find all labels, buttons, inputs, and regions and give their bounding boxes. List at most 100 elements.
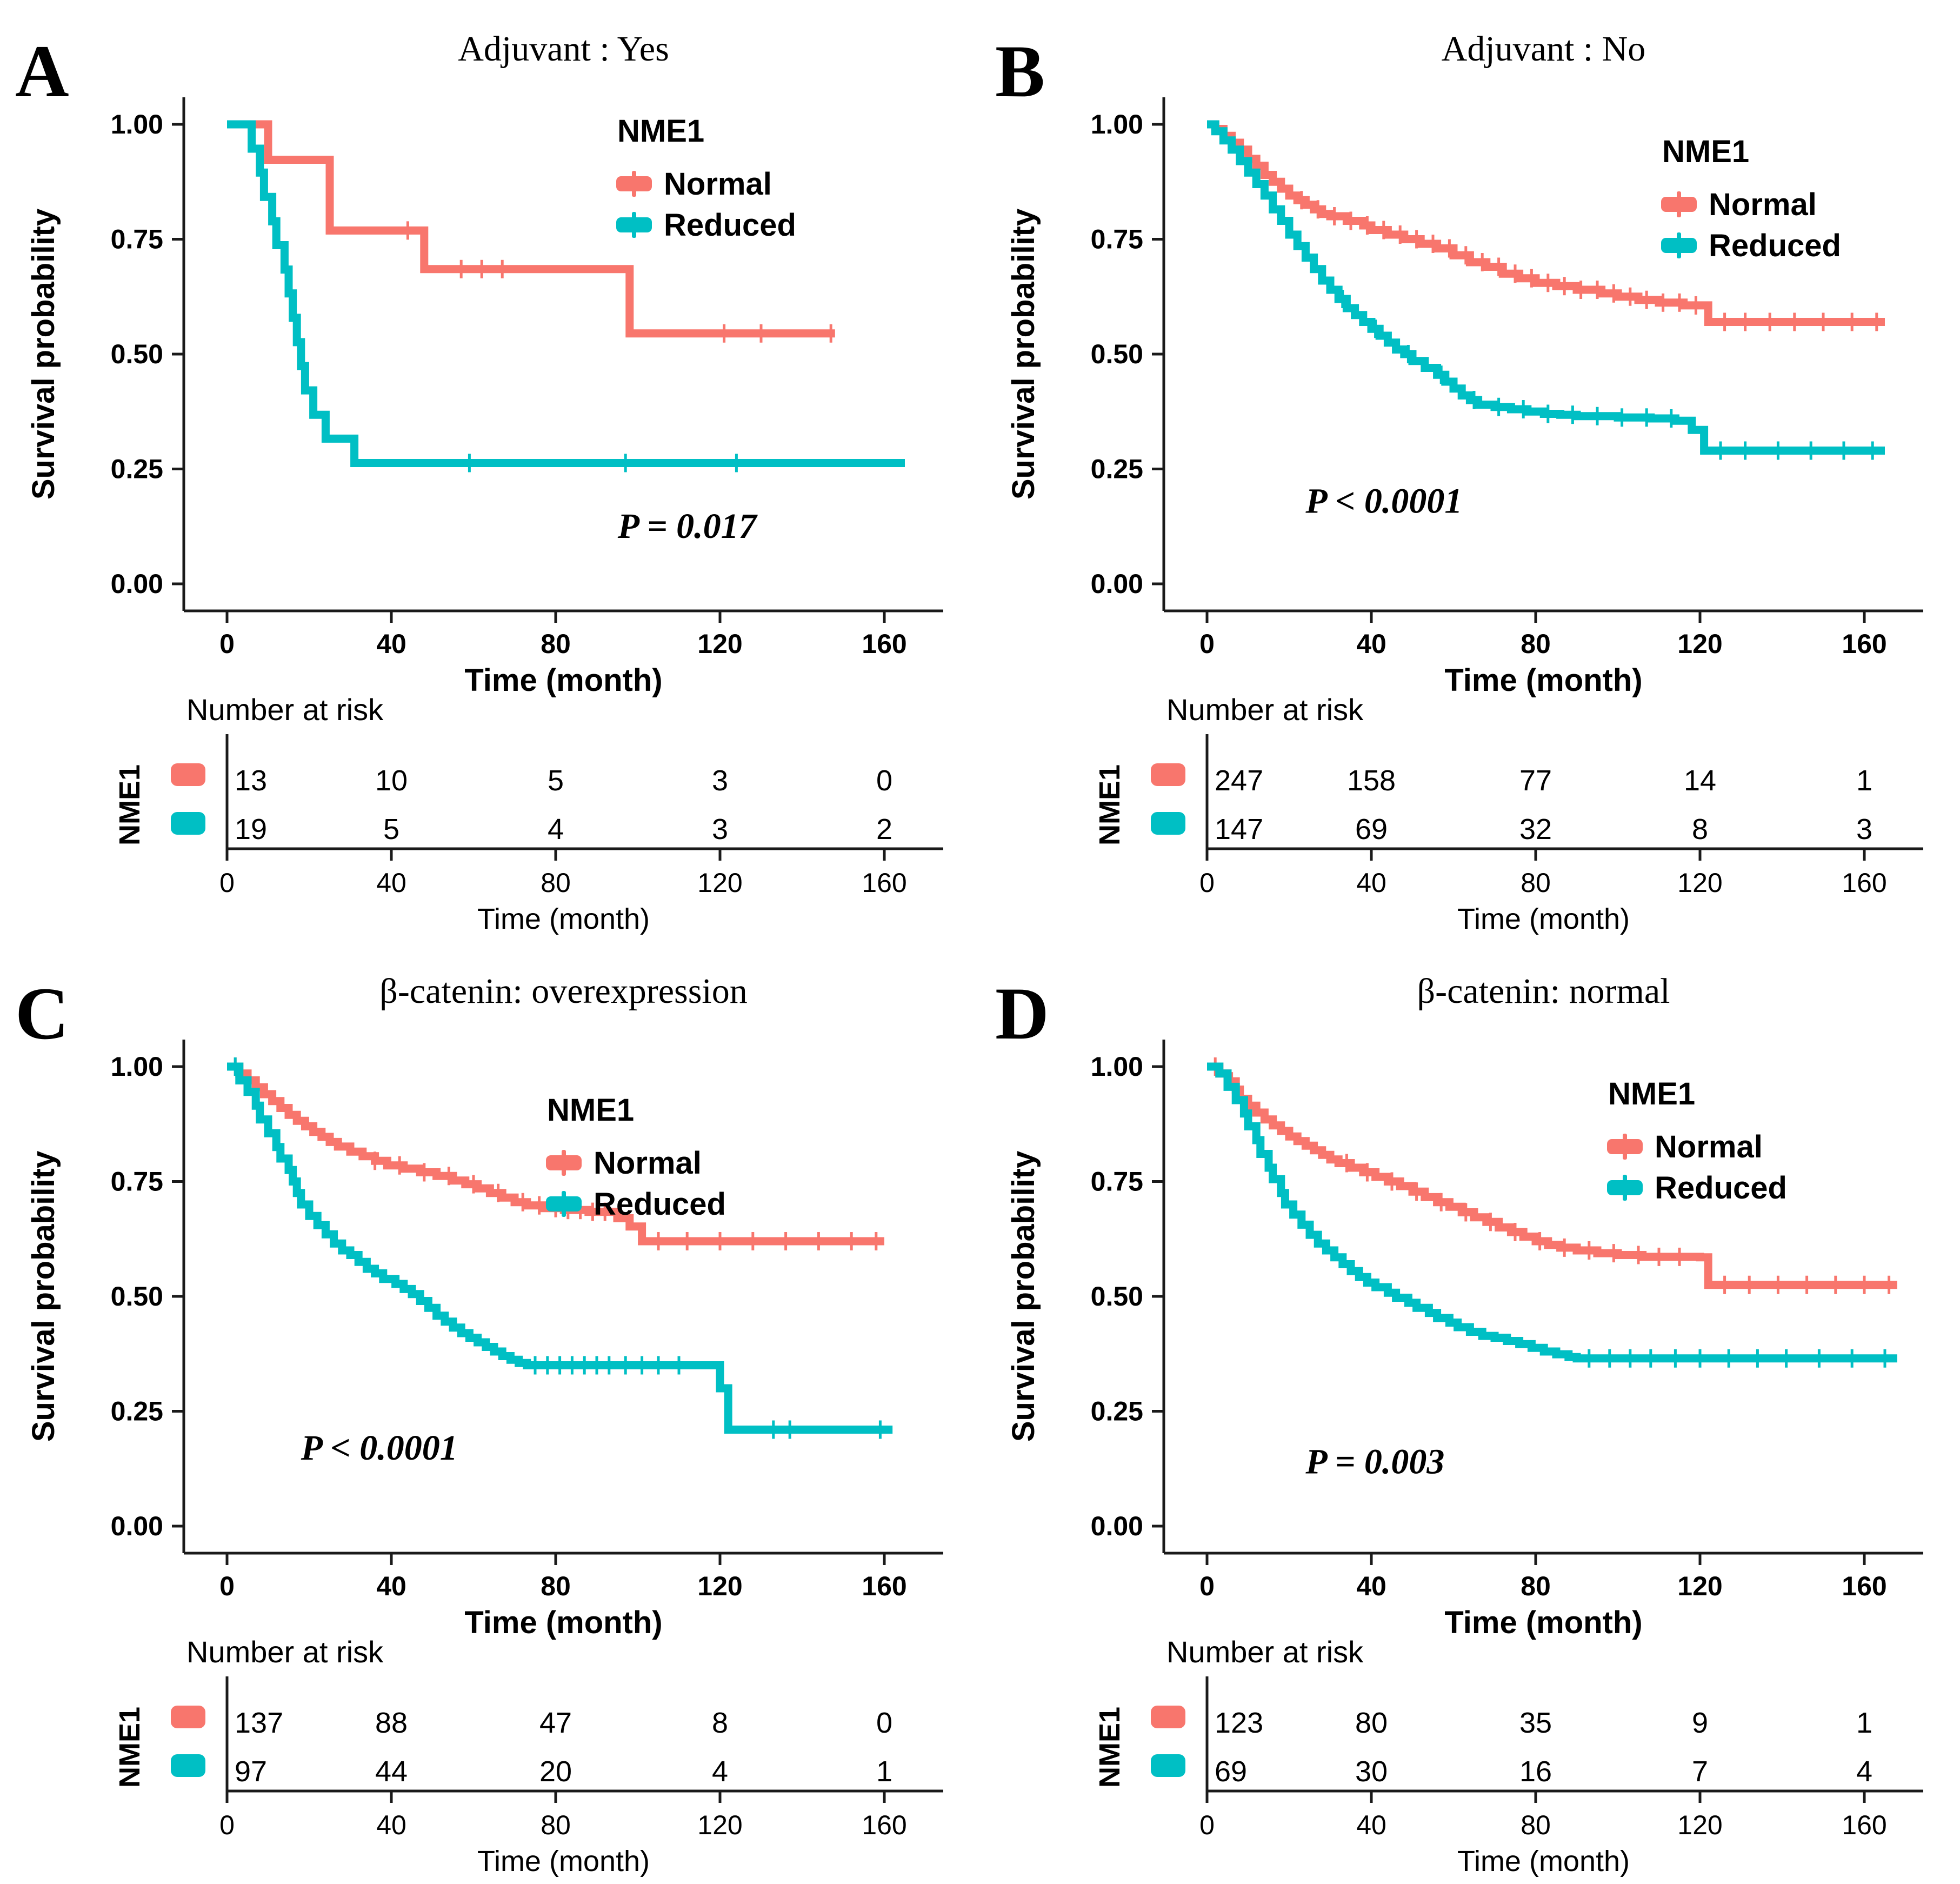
x-tick-label: 0 [219, 1571, 235, 1601]
risk-value-reduced-t0: 69 [1215, 1755, 1247, 1788]
x-axis-title: Time (month) [464, 1605, 662, 1640]
risk-tick-label: 0 [219, 1810, 235, 1840]
panel-letter: A [15, 30, 69, 112]
km-curve-reduced [1207, 120, 1885, 455]
censor-ticks-reduced [468, 454, 738, 472]
censor-ticks-reduced [234, 1057, 882, 1439]
risk-value-normal-t40: 10 [375, 764, 408, 797]
risk-value-normal-t40: 80 [1355, 1707, 1388, 1739]
y-tick-label: 0.50 [111, 1281, 163, 1312]
risk-tick-label: 80 [541, 1810, 571, 1840]
km-curve-reduced [227, 1062, 893, 1434]
x-tick-label: 40 [1356, 1571, 1386, 1601]
p-value: P < 0.0001 [301, 1428, 458, 1468]
censor-ticks-normal [1300, 191, 1878, 331]
risk-value-normal-t160: 0 [876, 1707, 892, 1739]
risk-tick-label: 120 [697, 868, 742, 898]
risk-value-reduced-t40: 5 [383, 813, 399, 846]
risk-x-axis-title: Time (month) [1457, 1845, 1630, 1878]
risk-value-normal-t0: 247 [1215, 764, 1263, 797]
risk-tick-label: 40 [1356, 868, 1386, 898]
risk-value-normal-t40: 158 [1347, 764, 1396, 797]
risk-value-normal-t80: 47 [539, 1707, 572, 1739]
risk-tick-label: 80 [1521, 868, 1551, 898]
km-curve-normal [227, 1062, 884, 1246]
x-tick-label: 160 [1842, 629, 1886, 659]
risk-value-reduced-t40: 69 [1355, 813, 1388, 846]
legend-key-tick-reduced [632, 212, 636, 238]
x-tick-label: 120 [697, 1571, 742, 1601]
risk-tick-label: 40 [376, 1810, 406, 1840]
y-tick-label: 0.25 [1091, 1396, 1143, 1427]
panel-letter: B [995, 30, 1045, 112]
risk-value-normal-t160: 1 [1856, 764, 1872, 797]
risk-value-normal-t120: 3 [712, 764, 728, 797]
panel-title: β-catenin: overexpression [379, 971, 748, 1011]
p-value: P = 0.017 [617, 507, 758, 546]
risk-value-reduced-t40: 30 [1355, 1755, 1388, 1788]
risk-value-normal-t80: 5 [548, 764, 564, 797]
legend-title: NME1 [547, 1093, 634, 1128]
risk-value-reduced-t80: 20 [539, 1755, 572, 1788]
risk-swatch-normal [171, 763, 205, 786]
censor-ticks-normal [1214, 1057, 1891, 1294]
risk-tick-label: 0 [1199, 868, 1215, 898]
panel-letter: C [15, 972, 69, 1055]
legend: NME1 Normal Reduced [1607, 1076, 1787, 1206]
x-axis-title: Time (month) [1444, 663, 1642, 698]
risk-swatch-normal [1151, 1706, 1185, 1728]
risk-value-normal-t0: 137 [235, 1707, 283, 1739]
risk-tick-label: 160 [1842, 868, 1886, 898]
risk-value-normal-t120: 9 [1692, 1707, 1708, 1739]
legend-key-tick-normal [1677, 191, 1681, 217]
legend: NME1 Normal Reduced [1661, 134, 1841, 263]
risk-tick-label: 40 [1356, 1810, 1386, 1840]
risk-value-normal-t0: 13 [235, 764, 267, 797]
risk-value-normal-t120: 8 [712, 1707, 728, 1739]
x-tick-label: 160 [862, 1571, 906, 1601]
censor-ticks-normal [234, 1057, 878, 1250]
risk-group-label: NME1 [1094, 764, 1126, 846]
km-curve-reduced [1207, 1062, 1897, 1363]
risk-group-label: NME1 [114, 1707, 146, 1788]
risk-value-reduced-t160: 4 [1856, 1755, 1872, 1788]
x-tick-label: 0 [219, 629, 235, 659]
y-tick-label: 1.00 [111, 109, 163, 139]
x-tick-label: 80 [541, 1571, 571, 1601]
risk-table: Number at risk NME1 247 158 77 14 1 147 69 32 8 3 0 4… [1094, 693, 1923, 935]
risk-x-axis-title: Time (month) [477, 903, 650, 935]
y-tick-label: 1.00 [1091, 1051, 1143, 1082]
risk-value-reduced-t120: 8 [1692, 813, 1708, 846]
y-tick-label: 0.50 [111, 339, 163, 369]
legend-label-normal: Normal [664, 167, 772, 202]
risk-swatch-normal [171, 1706, 205, 1728]
legend: NME1 Normal Reduced [546, 1093, 726, 1222]
risk-value-reduced-t120: 3 [712, 813, 728, 846]
risk-tick-label: 120 [1677, 1810, 1722, 1840]
panel-title: Adjuvant : No [1442, 29, 1646, 69]
risk-swatch-reduced [1151, 1754, 1185, 1777]
y-tick-label: 0.75 [111, 1167, 163, 1197]
risk-tick-label: 160 [1842, 1810, 1886, 1840]
risk-value-normal-t160: 1 [1856, 1707, 1872, 1739]
x-tick-label: 160 [1842, 1571, 1886, 1601]
risk-value-normal-t120: 14 [1684, 764, 1716, 797]
risk-group-label: NME1 [1094, 1707, 1126, 1788]
risk-value-reduced-t40: 44 [375, 1755, 408, 1788]
risk-tick-label: 0 [219, 868, 235, 898]
risk-value-normal-t160: 0 [876, 764, 892, 797]
legend-title: NME1 [1662, 134, 1749, 169]
risk-value-reduced-t80: 4 [548, 813, 564, 846]
risk-value-normal-t80: 77 [1519, 764, 1552, 797]
legend-label-normal: Normal [1655, 1129, 1763, 1164]
p-value: P < 0.0001 [1305, 481, 1462, 521]
y-tick-label: 0.50 [1091, 339, 1143, 369]
x-tick-label: 120 [697, 629, 742, 659]
legend-label-reduced: Reduced [664, 208, 796, 243]
y-tick-label: 0.00 [111, 569, 163, 599]
